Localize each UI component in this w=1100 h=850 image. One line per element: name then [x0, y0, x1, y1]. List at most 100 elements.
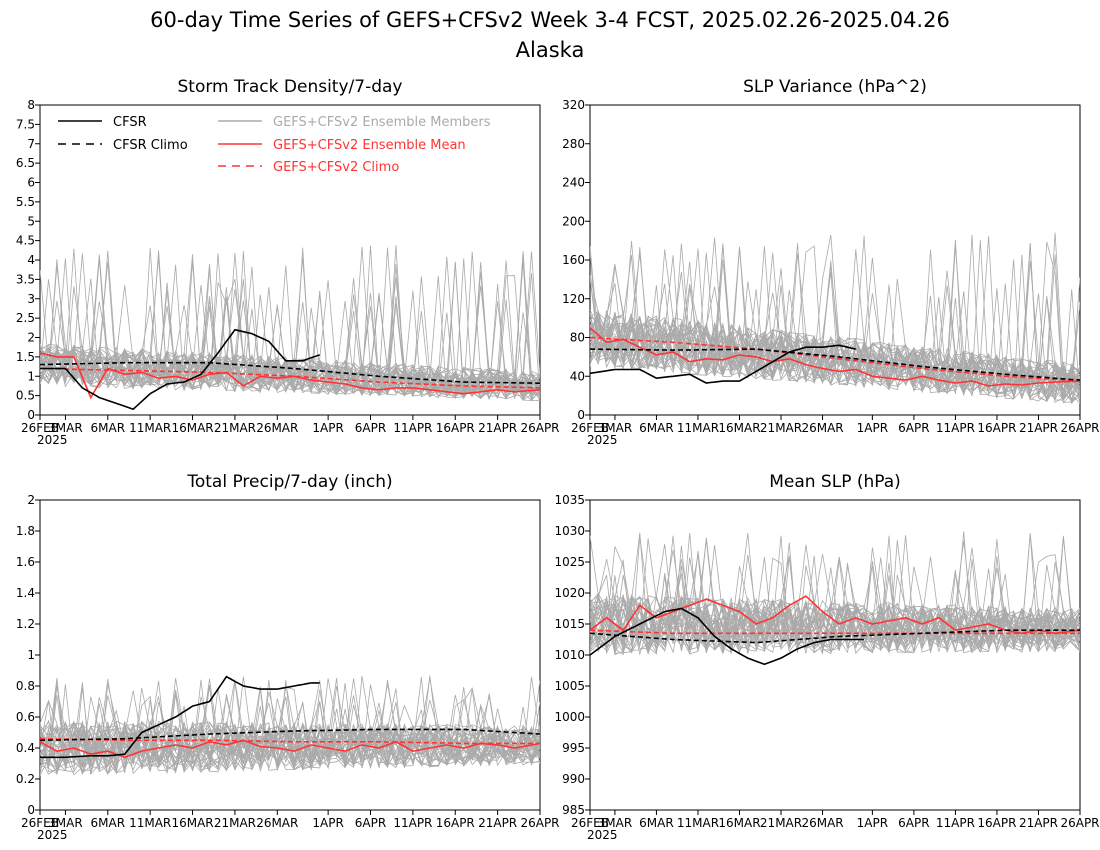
- ensemble-member-line: [590, 535, 1080, 656]
- y-tick-label: 1.4: [16, 586, 35, 600]
- ensemble-member-line: [40, 251, 540, 400]
- y-tick-label: 5.5: [16, 195, 35, 209]
- x-tick-label: 26FEB: [21, 421, 59, 435]
- ensemble-member-line: [590, 235, 1080, 393]
- x-tick-label: 16MAR: [718, 816, 760, 830]
- ensemble-mean-line: [590, 595, 1080, 635]
- x-tick-label: 1APR: [857, 816, 888, 830]
- x-tick-label: 11APR: [393, 421, 432, 435]
- x-year-label: 2025: [37, 828, 68, 842]
- y-tick-label: 7: [27, 137, 35, 151]
- figure-subtitle: Alaska: [516, 38, 585, 62]
- x-tick-label: 6MAR: [639, 421, 674, 435]
- y-tick-label: 1030: [554, 524, 585, 538]
- x-tick-label: 6APR: [355, 421, 386, 435]
- cfsr-climo-line: [590, 629, 1080, 644]
- x-tick-label: 16APR: [977, 421, 1016, 435]
- ensemble-member-line: [40, 247, 540, 398]
- y-tick-label: 2: [27, 331, 35, 345]
- panel-2: SLP Variance (hPa^2) 0 40 80 120 160 200 240 280…: [562, 77, 1099, 447]
- panel-title: SLP Variance (hPa^2): [743, 77, 927, 97]
- ensemble-member-line: [590, 272, 1080, 401]
- x-tick-label: 1APR: [857, 421, 888, 435]
- gefs-climo-line: [40, 737, 540, 745]
- y-tick-label: 0.8: [16, 679, 35, 693]
- x-tick-label: 6MAR: [639, 816, 674, 830]
- y-tick-label: 1020: [554, 586, 585, 600]
- y-tick-label: 4: [27, 253, 35, 267]
- x-tick-label: 21APR: [1019, 816, 1058, 830]
- x-tick-label: 21APR: [478, 421, 517, 435]
- x-tick-label: 11MAR: [677, 816, 719, 830]
- y-tick-label: 40: [570, 369, 585, 383]
- figure-title: 60-day Time Series of GEFS+CFSv2 Week 3-…: [150, 8, 950, 32]
- y-tick-label: 1: [27, 648, 35, 662]
- x-tick-label: 26APR: [520, 421, 559, 435]
- ensemble-mean-line: [590, 327, 1080, 387]
- plot-area: [40, 245, 540, 411]
- cfsr-line: [40, 675, 320, 759]
- ensemble-member-line: [40, 258, 540, 394]
- plot-area: [40, 675, 540, 776]
- y-tick-label: 985: [562, 803, 585, 817]
- ensemble-member-line: [40, 689, 540, 772]
- cfsr-line: [40, 328, 320, 411]
- y-tick-label: 160: [562, 253, 585, 267]
- x-tick-label: 6MAR: [91, 421, 126, 435]
- ensemble-member-line: [590, 243, 1080, 403]
- cfsr-climo-line: [40, 361, 540, 384]
- x-tick-label: 26MAR: [801, 421, 843, 435]
- y-tick-label: 0.6: [16, 710, 35, 724]
- legend: CFSR CFSR Climo GEFS+CFSv2 Ensemble Member…: [58, 115, 491, 175]
- legend-label: CFSR Climo: [113, 138, 188, 153]
- ensemble-member-line: [40, 679, 540, 775]
- panel-1: Storm Track Density/7-day 0 0.5 1 1.5 2 2.5 3 3.…: [16, 77, 560, 447]
- ensemble-member-line: [590, 278, 1080, 399]
- x-tick-label: 26FEB: [21, 816, 59, 830]
- y-tick-label: 3.5: [16, 272, 35, 286]
- x-year-label: 2025: [587, 433, 618, 447]
- y-tick-label: 990: [562, 772, 585, 786]
- plot-area: [590, 531, 1080, 666]
- y-tick-label: 1010: [554, 648, 585, 662]
- y-tick-label: 1.2: [16, 617, 35, 631]
- x-tick-label: 16MAR: [171, 421, 213, 435]
- y-tick-label: 7.5: [16, 117, 35, 131]
- legend-label: CFSR: [113, 115, 147, 130]
- legend-item: CFSR Climo: [58, 138, 188, 153]
- x-tick-label: 26APR: [1060, 816, 1099, 830]
- x-tick-label: 26MAR: [256, 816, 298, 830]
- x-tick-label: 26FEB: [571, 421, 609, 435]
- x-tick-label: 21MAR: [760, 816, 802, 830]
- y-tick-label: 6: [27, 176, 35, 190]
- ensemble-mean-line: [40, 739, 540, 759]
- x-tick-label: 26MAR: [801, 816, 843, 830]
- y-tick-label: 80: [570, 331, 585, 345]
- y-tick-label: 5: [27, 214, 35, 228]
- x-tick-label: 21MAR: [760, 421, 802, 435]
- y-tick-label: 0.4: [16, 741, 35, 755]
- ensemble-member-line: [590, 540, 1080, 654]
- x-tick-label: 21APR: [1019, 421, 1058, 435]
- y-tick-label: 8: [27, 98, 35, 112]
- y-tick-label: 200: [562, 214, 585, 228]
- gefs-climo-line: [590, 336, 1080, 382]
- ensemble-member-line: [40, 680, 540, 772]
- x-tick-label: 3MAR: [598, 421, 633, 435]
- x-tick-label: 16APR: [436, 421, 475, 435]
- x-tick-label: 3MAR: [598, 816, 633, 830]
- panel-title: Mean SLP (hPa): [769, 472, 901, 492]
- y-tick-label: 240: [562, 176, 585, 190]
- x-tick-label: 26MAR: [256, 421, 298, 435]
- legend-item: CFSR: [58, 115, 147, 130]
- cfsr-line: [590, 607, 865, 666]
- x-tick-label: 26APR: [1060, 421, 1099, 435]
- x-tick-label: 21APR: [478, 816, 517, 830]
- y-tick-label: 1.5: [16, 350, 35, 364]
- y-tick-label: 1005: [554, 679, 585, 693]
- y-tick-label: 995: [562, 741, 585, 755]
- x-tick-label: 16MAR: [718, 421, 760, 435]
- panel-4: Mean SLP (hPa) 985 990 995 1000 1005 1010 1015 1…: [554, 472, 1099, 842]
- y-tick-label: 1015: [554, 617, 585, 631]
